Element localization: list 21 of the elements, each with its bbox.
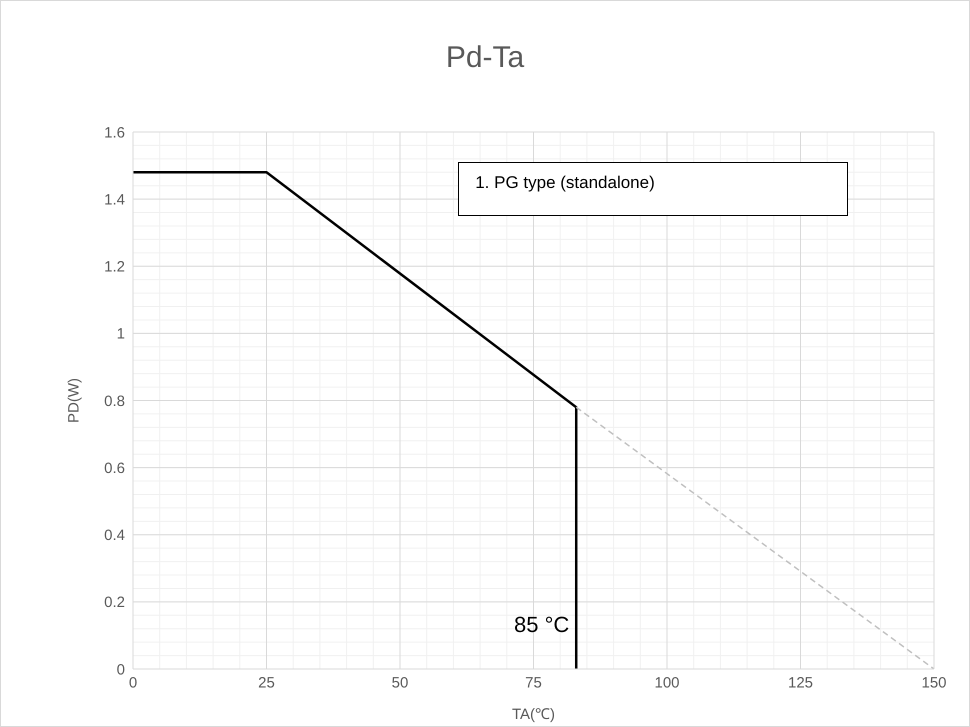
y-tick-label: 0.4 bbox=[104, 527, 125, 544]
x-tick-label: 125 bbox=[788, 674, 814, 692]
x-tick-label: 100 bbox=[654, 674, 680, 692]
y-tick-label: 0.2 bbox=[104, 594, 125, 612]
y-tick-label: 0.6 bbox=[104, 460, 125, 477]
x-axis-title: TA(℃) bbox=[512, 706, 556, 723]
x-tick-label: 25 bbox=[258, 674, 275, 692]
y-axis-title: PD(W) bbox=[65, 378, 82, 423]
x-tick-label: 150 bbox=[921, 674, 947, 692]
y-tick-label: 1 bbox=[116, 326, 125, 343]
y-tick-label: 1.2 bbox=[104, 258, 125, 276]
x-tick-label: 0 bbox=[128, 674, 138, 692]
y-tick-label: 0 bbox=[116, 661, 125, 678]
x-tick-label: 50 bbox=[392, 674, 408, 692]
y-tick-label: 1.6 bbox=[104, 124, 125, 142]
y-tick-label: 1.4 bbox=[104, 191, 125, 208]
x-tick-label: 75 bbox=[525, 674, 542, 692]
annotation: 85 °C bbox=[514, 612, 570, 638]
text-box: 1. PG type (standalone) bbox=[458, 162, 848, 216]
y-tick-label: 0.8 bbox=[104, 392, 125, 410]
chart-title: Pd-Ta bbox=[444, 41, 526, 75]
